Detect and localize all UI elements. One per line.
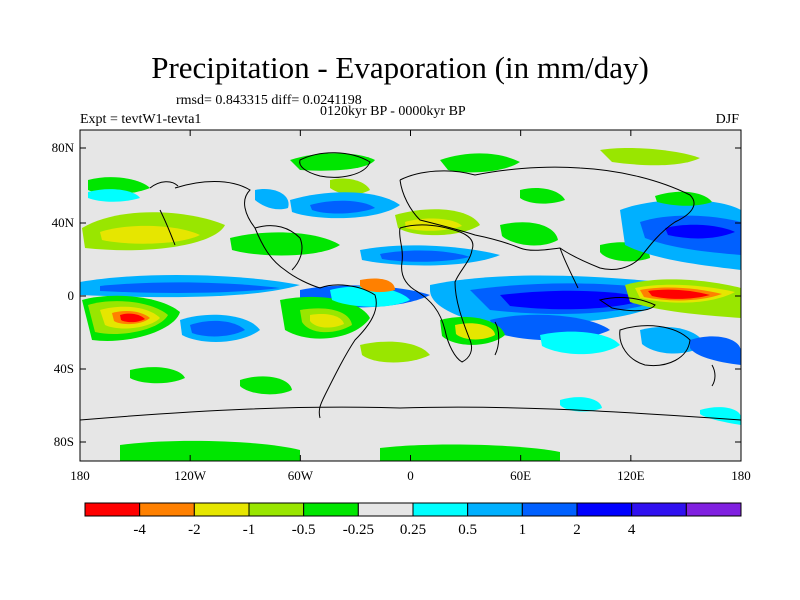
- colorbar-label: 4: [627, 522, 636, 538]
- colorbar-swatch: [521, 502, 578, 517]
- colorbar: [84, 502, 742, 517]
- lon-label: 120E: [617, 468, 645, 483]
- lon-label: 180: [731, 468, 751, 483]
- experiment-label: Expt = tevtW1-tevta1: [80, 112, 202, 127]
- colorbar-label: -0.5: [291, 522, 316, 538]
- lon-label: 180: [70, 468, 90, 483]
- season-label: DJF: [715, 112, 739, 127]
- colorbar-swatch: [685, 502, 742, 517]
- colorbar-swatch: [139, 502, 195, 517]
- lon-label: 60W: [287, 468, 313, 483]
- lat-label: 80S: [53, 434, 74, 449]
- colorbar-swatch: [412, 502, 469, 517]
- colorbar-label: -0.25: [342, 522, 374, 538]
- lon-label: 120W: [174, 468, 207, 483]
- colorbar-swatch: [576, 502, 633, 517]
- lon-label: 60E: [510, 468, 532, 483]
- stats-line: rmsd= 0.843315 diff= 0.0241198: [176, 93, 362, 108]
- colorbar-label: 2: [573, 522, 581, 538]
- colorbar-swatch: [248, 502, 305, 517]
- map-field: [80, 130, 741, 461]
- colorbar-swatch: [467, 502, 523, 517]
- map-title: Precipitation - Evaporation (in mm/day): [151, 50, 649, 85]
- colorbar-label: -2: [188, 522, 201, 538]
- colorbar-swatch: [84, 502, 141, 517]
- colorbar-swatch: [631, 502, 687, 517]
- colorbar-label: 0.5: [458, 522, 478, 538]
- lat-label: 40N: [51, 215, 74, 230]
- colorbar-swatch: [193, 502, 250, 517]
- period-label: 0120kyr BP - 0000kyr BP: [320, 104, 466, 119]
- lat-label: 0: [67, 288, 75, 303]
- coastlines: [80, 152, 741, 421]
- lat-label: 80N: [51, 140, 74, 155]
- colorbar-swatch: [303, 502, 359, 517]
- colorbar-swatch: [357, 502, 414, 517]
- lon-label: 0: [407, 468, 414, 483]
- colorbar-label: 1: [518, 522, 527, 538]
- lat-label: 40S: [53, 361, 74, 376]
- colorbar-label: -1: [242, 522, 256, 538]
- colorbar-label: -4: [133, 522, 146, 538]
- axis-ticks: [79, 130, 742, 461]
- colorbar-label: 0.25: [399, 522, 427, 538]
